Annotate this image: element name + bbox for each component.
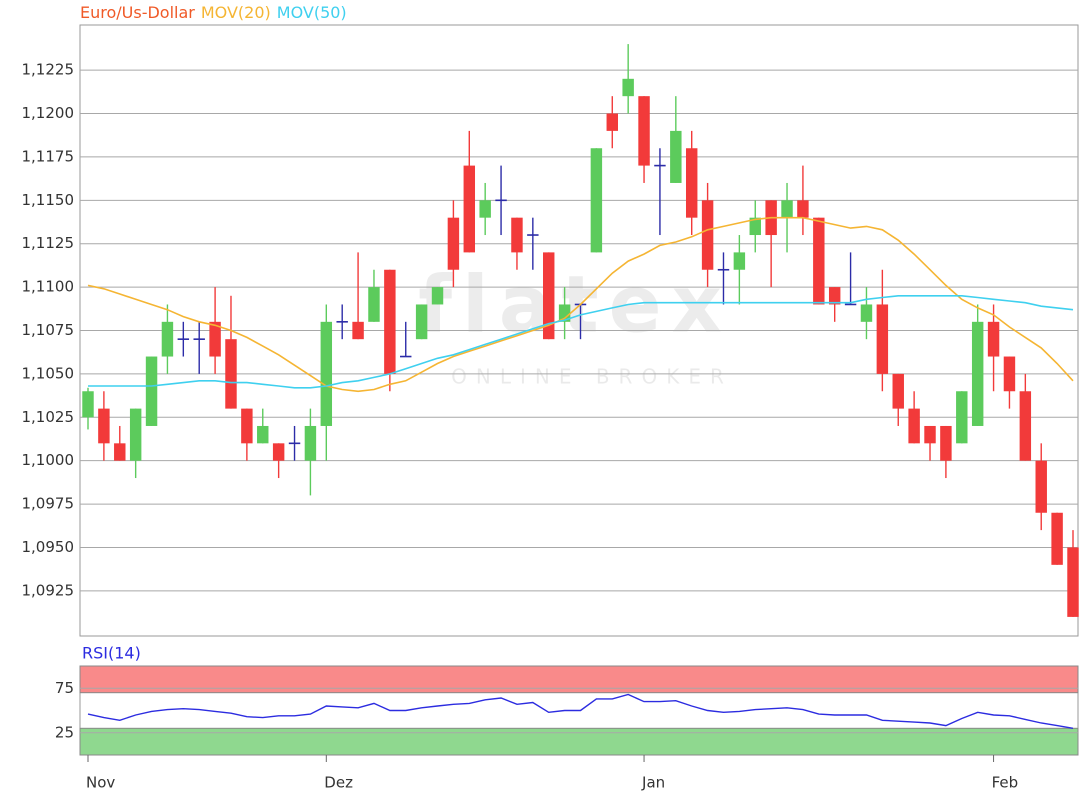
legend-entry: MOV(20)	[201, 3, 271, 22]
x-tick-label: Jan	[641, 774, 665, 792]
candle-body	[415, 304, 428, 340]
moving-average-line	[88, 295, 1074, 389]
candle-body	[924, 425, 936, 444]
x-tick-label: Feb	[992, 774, 1019, 792]
y-tick-label: 25	[55, 723, 74, 741]
candle-body	[797, 200, 809, 218]
candle-body	[304, 425, 317, 461]
candle-body	[638, 96, 650, 166]
candle-body	[733, 252, 746, 270]
candle-body	[987, 321, 1000, 357]
candle-body	[685, 148, 698, 218]
y-tick-label: 1,1200	[22, 104, 75, 122]
candle-body	[860, 304, 873, 322]
candle-body	[543, 252, 555, 340]
candle-body	[431, 287, 444, 305]
legend-entry: Euro/Us-Dollar	[80, 3, 195, 22]
candle-body	[352, 321, 364, 340]
candle-body	[320, 321, 333, 426]
y-tick-label: 1,1175	[22, 147, 75, 165]
candle-body	[447, 217, 460, 270]
candle-body	[749, 217, 761, 236]
candle-body	[479, 200, 491, 218]
rsi-line	[87, 693, 1074, 729]
x-tick-label: Nov	[86, 774, 115, 792]
legend: Euro/Us-Dollar MOV(20) MOV(50)	[80, 3, 347, 22]
candle-body	[241, 408, 253, 444]
candle-body	[225, 339, 237, 409]
candle-body	[209, 321, 221, 357]
candle-body	[940, 425, 952, 461]
y-tick-label: 75	[55, 679, 74, 697]
candle-body	[971, 321, 984, 426]
y-tick-label: 1,0950	[22, 538, 75, 556]
candle-body	[1003, 356, 1016, 392]
candle-body	[781, 200, 793, 218]
candle-body	[82, 391, 94, 418]
candle-body	[511, 217, 523, 253]
moving-average-line	[87, 216, 1074, 393]
candle-body	[908, 408, 920, 444]
candle-body	[892, 373, 904, 409]
candle-body	[1051, 512, 1063, 565]
candle-body	[1035, 460, 1047, 513]
candle-body	[129, 408, 142, 461]
rsi-title: RSI(14)	[82, 644, 141, 663]
candle-body	[828, 287, 841, 305]
y-tick-label: 1,1000	[22, 451, 75, 469]
candle-body	[384, 269, 396, 374]
candle-body	[813, 217, 825, 305]
candle-body	[114, 443, 126, 461]
y-tick-label: 1,1025	[22, 408, 75, 426]
watermark-logo: flatex	[418, 260, 732, 350]
candle-body	[622, 78, 634, 97]
y-tick-label: 1,1150	[22, 191, 75, 209]
candle-body	[463, 165, 476, 253]
candle-body	[670, 130, 682, 183]
candle-body	[590, 148, 603, 253]
candle-body	[1019, 391, 1032, 461]
candle-body	[701, 200, 714, 270]
y-tick-label: 1,1100	[22, 278, 75, 296]
candle-body	[558, 304, 571, 322]
legend-entry: MOV(50)	[277, 3, 347, 22]
watermark-tagline: ONLINE BROKER	[451, 365, 733, 389]
y-tick-label: 1,1050	[22, 364, 75, 382]
candle-body	[257, 425, 269, 444]
candle-body	[145, 356, 158, 426]
y-tick-label: 1,1225	[22, 61, 75, 79]
candle-body	[368, 287, 380, 322]
candle-body	[161, 321, 174, 357]
y-tick-label: 1,1125	[22, 234, 75, 252]
candle-body	[98, 408, 110, 444]
candle-body	[606, 113, 618, 131]
candle-body	[1067, 547, 1079, 617]
candle-body	[272, 443, 285, 461]
y-tick-label: 1,0925	[22, 581, 75, 599]
y-tick-label: 1,1075	[22, 321, 75, 339]
x-tick-label: Dez	[324, 774, 353, 792]
candle-body	[876, 304, 889, 374]
candle-body	[956, 391, 968, 444]
y-tick-label: 1,0975	[22, 495, 75, 513]
